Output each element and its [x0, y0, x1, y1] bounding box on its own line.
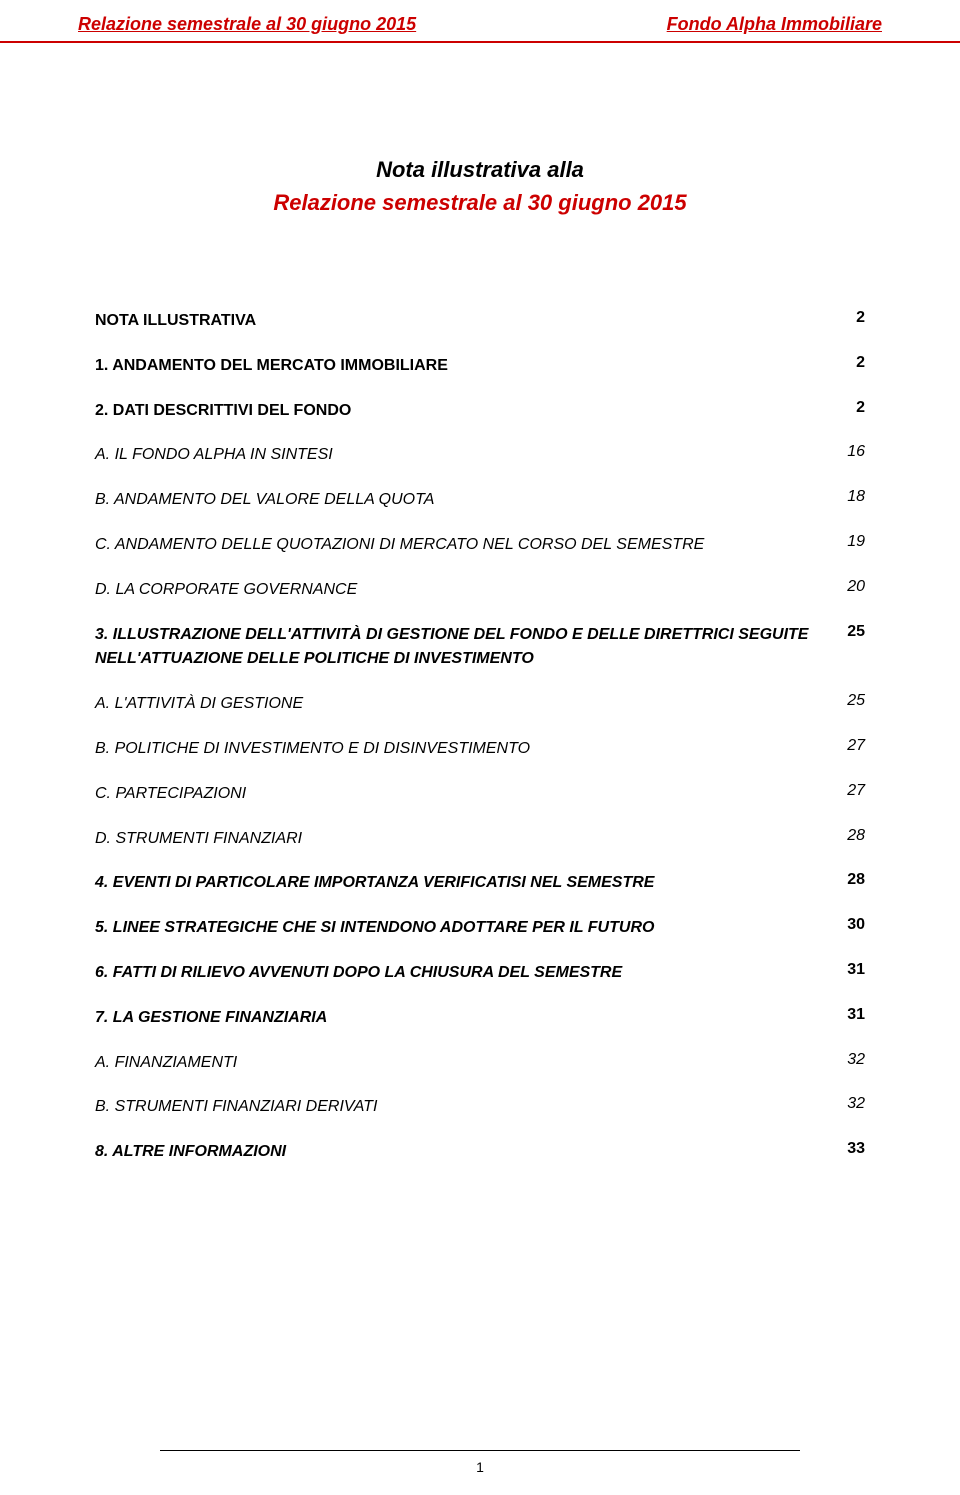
- toc-entry-label: NOTA ILLUSTRATIVA: [95, 309, 835, 334]
- toc-entry-label: C. PARTECIPAZIONI: [95, 782, 835, 807]
- page-header: Relazione semestrale al 30 giugno 2015 F…: [0, 0, 960, 43]
- toc-row: A. IL FONDO ALPHA IN SINTESI16: [95, 433, 865, 478]
- toc-row: 7. LA GESTIONE FINANZIARIA31: [95, 996, 865, 1041]
- page-number: 1: [0, 1459, 960, 1475]
- toc-entry-page: 30: [835, 916, 865, 934]
- toc-entry-page: 28: [835, 827, 865, 845]
- page-content: Nota illustrativa alla Relazione semestr…: [0, 43, 960, 1175]
- toc-entry-page: 32: [835, 1095, 865, 1113]
- toc-entry-label: 1. ANDAMENTO DEL MERCATO IMMOBILIARE: [95, 354, 835, 379]
- toc-entry-label: 8. ALTRE INFORMAZIONI: [95, 1140, 835, 1165]
- page-footer: 1: [0, 1450, 960, 1475]
- header-right-title: Fondo Alpha Immobiliare: [667, 14, 882, 35]
- title-line-1: Nota illustrativa alla: [95, 153, 865, 186]
- toc-row: B. POLITICHE DI INVESTIMENTO E DI DISINV…: [95, 727, 865, 772]
- toc-entry-label: B. STRUMENTI FINANZIARI DERIVATI: [95, 1095, 835, 1120]
- toc-entry-page: 32: [835, 1051, 865, 1069]
- toc-entry-label: 5. LINEE STRATEGICHE CHE SI INTENDONO AD…: [95, 916, 835, 941]
- toc-row: B. STRUMENTI FINANZIARI DERIVATI32: [95, 1085, 865, 1130]
- toc-row: D. STRUMENTI FINANZIARI28: [95, 817, 865, 862]
- toc-entry-page: 31: [835, 1006, 865, 1024]
- toc-row: C. PARTECIPAZIONI27: [95, 772, 865, 817]
- toc-row: 4. EVENTI DI PARTICOLARE IMPORTANZA VERI…: [95, 861, 865, 906]
- toc-entry-page: 28: [835, 871, 865, 889]
- toc-entry-page: 27: [835, 782, 865, 800]
- toc-entry-label: 2. DATI DESCRITTIVI DEL FONDO: [95, 399, 835, 424]
- toc-entry-label: A. L'ATTIVITÀ DI GESTIONE: [95, 692, 835, 717]
- toc-entry-page: 27: [835, 737, 865, 755]
- toc-entry-page: 2: [835, 354, 865, 372]
- toc-entry-label: D. LA CORPORATE GOVERNANCE: [95, 578, 835, 603]
- toc-entry-page: 18: [835, 488, 865, 506]
- toc-entry-label: 7. LA GESTIONE FINANZIARIA: [95, 1006, 835, 1031]
- toc-entry-label: B. ANDAMENTO DEL VALORE DELLA QUOTA: [95, 488, 835, 513]
- toc-row: 2. DATI DESCRITTIVI DEL FONDO2: [95, 389, 865, 434]
- toc-row: A. FINANZIAMENTI32: [95, 1041, 865, 1086]
- toc-entry-label: 4. EVENTI DI PARTICOLARE IMPORTANZA VERI…: [95, 871, 835, 896]
- toc-row: 5. LINEE STRATEGICHE CHE SI INTENDONO AD…: [95, 906, 865, 951]
- toc-row: A. L'ATTIVITÀ DI GESTIONE25: [95, 682, 865, 727]
- toc-row: 1. ANDAMENTO DEL MERCATO IMMOBILIARE2: [95, 344, 865, 389]
- document-title: Nota illustrativa alla Relazione semestr…: [95, 153, 865, 219]
- title-line-2: Relazione semestrale al 30 giugno 2015: [95, 186, 865, 219]
- toc-row: 8. ALTRE INFORMAZIONI33: [95, 1130, 865, 1175]
- toc-entry-page: 25: [835, 692, 865, 710]
- toc-entry-page: 31: [835, 961, 865, 979]
- toc-entry-page: 16: [835, 443, 865, 461]
- toc-row: 6. FATTI DI RILIEVO AVVENUTI DOPO LA CHI…: [95, 951, 865, 996]
- toc-row: NOTA ILLUSTRATIVA2: [95, 299, 865, 344]
- toc-entry-page: 20: [835, 578, 865, 596]
- toc-row: 3. ILLUSTRAZIONE DELL'ATTIVITÀ DI GESTIO…: [95, 613, 865, 683]
- toc-entry-page: 33: [835, 1140, 865, 1158]
- toc-entry-label: D. STRUMENTI FINANZIARI: [95, 827, 835, 852]
- toc-entry-label: B. POLITICHE DI INVESTIMENTO E DI DISINV…: [95, 737, 835, 762]
- toc-row: D. LA CORPORATE GOVERNANCE20: [95, 568, 865, 613]
- toc-entry-label: 6. FATTI DI RILIEVO AVVENUTI DOPO LA CHI…: [95, 961, 835, 986]
- toc-entry-label: A. IL FONDO ALPHA IN SINTESI: [95, 443, 835, 468]
- footer-divider: [160, 1450, 800, 1451]
- toc-entry-label: 3. ILLUSTRAZIONE DELL'ATTIVITÀ DI GESTIO…: [95, 623, 835, 673]
- toc-entry-label: C. ANDAMENTO DELLE QUOTAZIONI DI MERCATO…: [95, 533, 835, 558]
- toc-entry-page: 2: [835, 309, 865, 327]
- toc-entry-label: A. FINANZIAMENTI: [95, 1051, 835, 1076]
- toc-row: C. ANDAMENTO DELLE QUOTAZIONI DI MERCATO…: [95, 523, 865, 568]
- toc-entry-page: 25: [835, 623, 865, 641]
- toc-entry-page: 19: [835, 533, 865, 551]
- table-of-contents: NOTA ILLUSTRATIVA21. ANDAMENTO DEL MERCA…: [95, 299, 865, 1175]
- toc-entry-page: 2: [835, 399, 865, 417]
- header-left-title: Relazione semestrale al 30 giugno 2015: [78, 14, 416, 35]
- toc-row: B. ANDAMENTO DEL VALORE DELLA QUOTA18: [95, 478, 865, 523]
